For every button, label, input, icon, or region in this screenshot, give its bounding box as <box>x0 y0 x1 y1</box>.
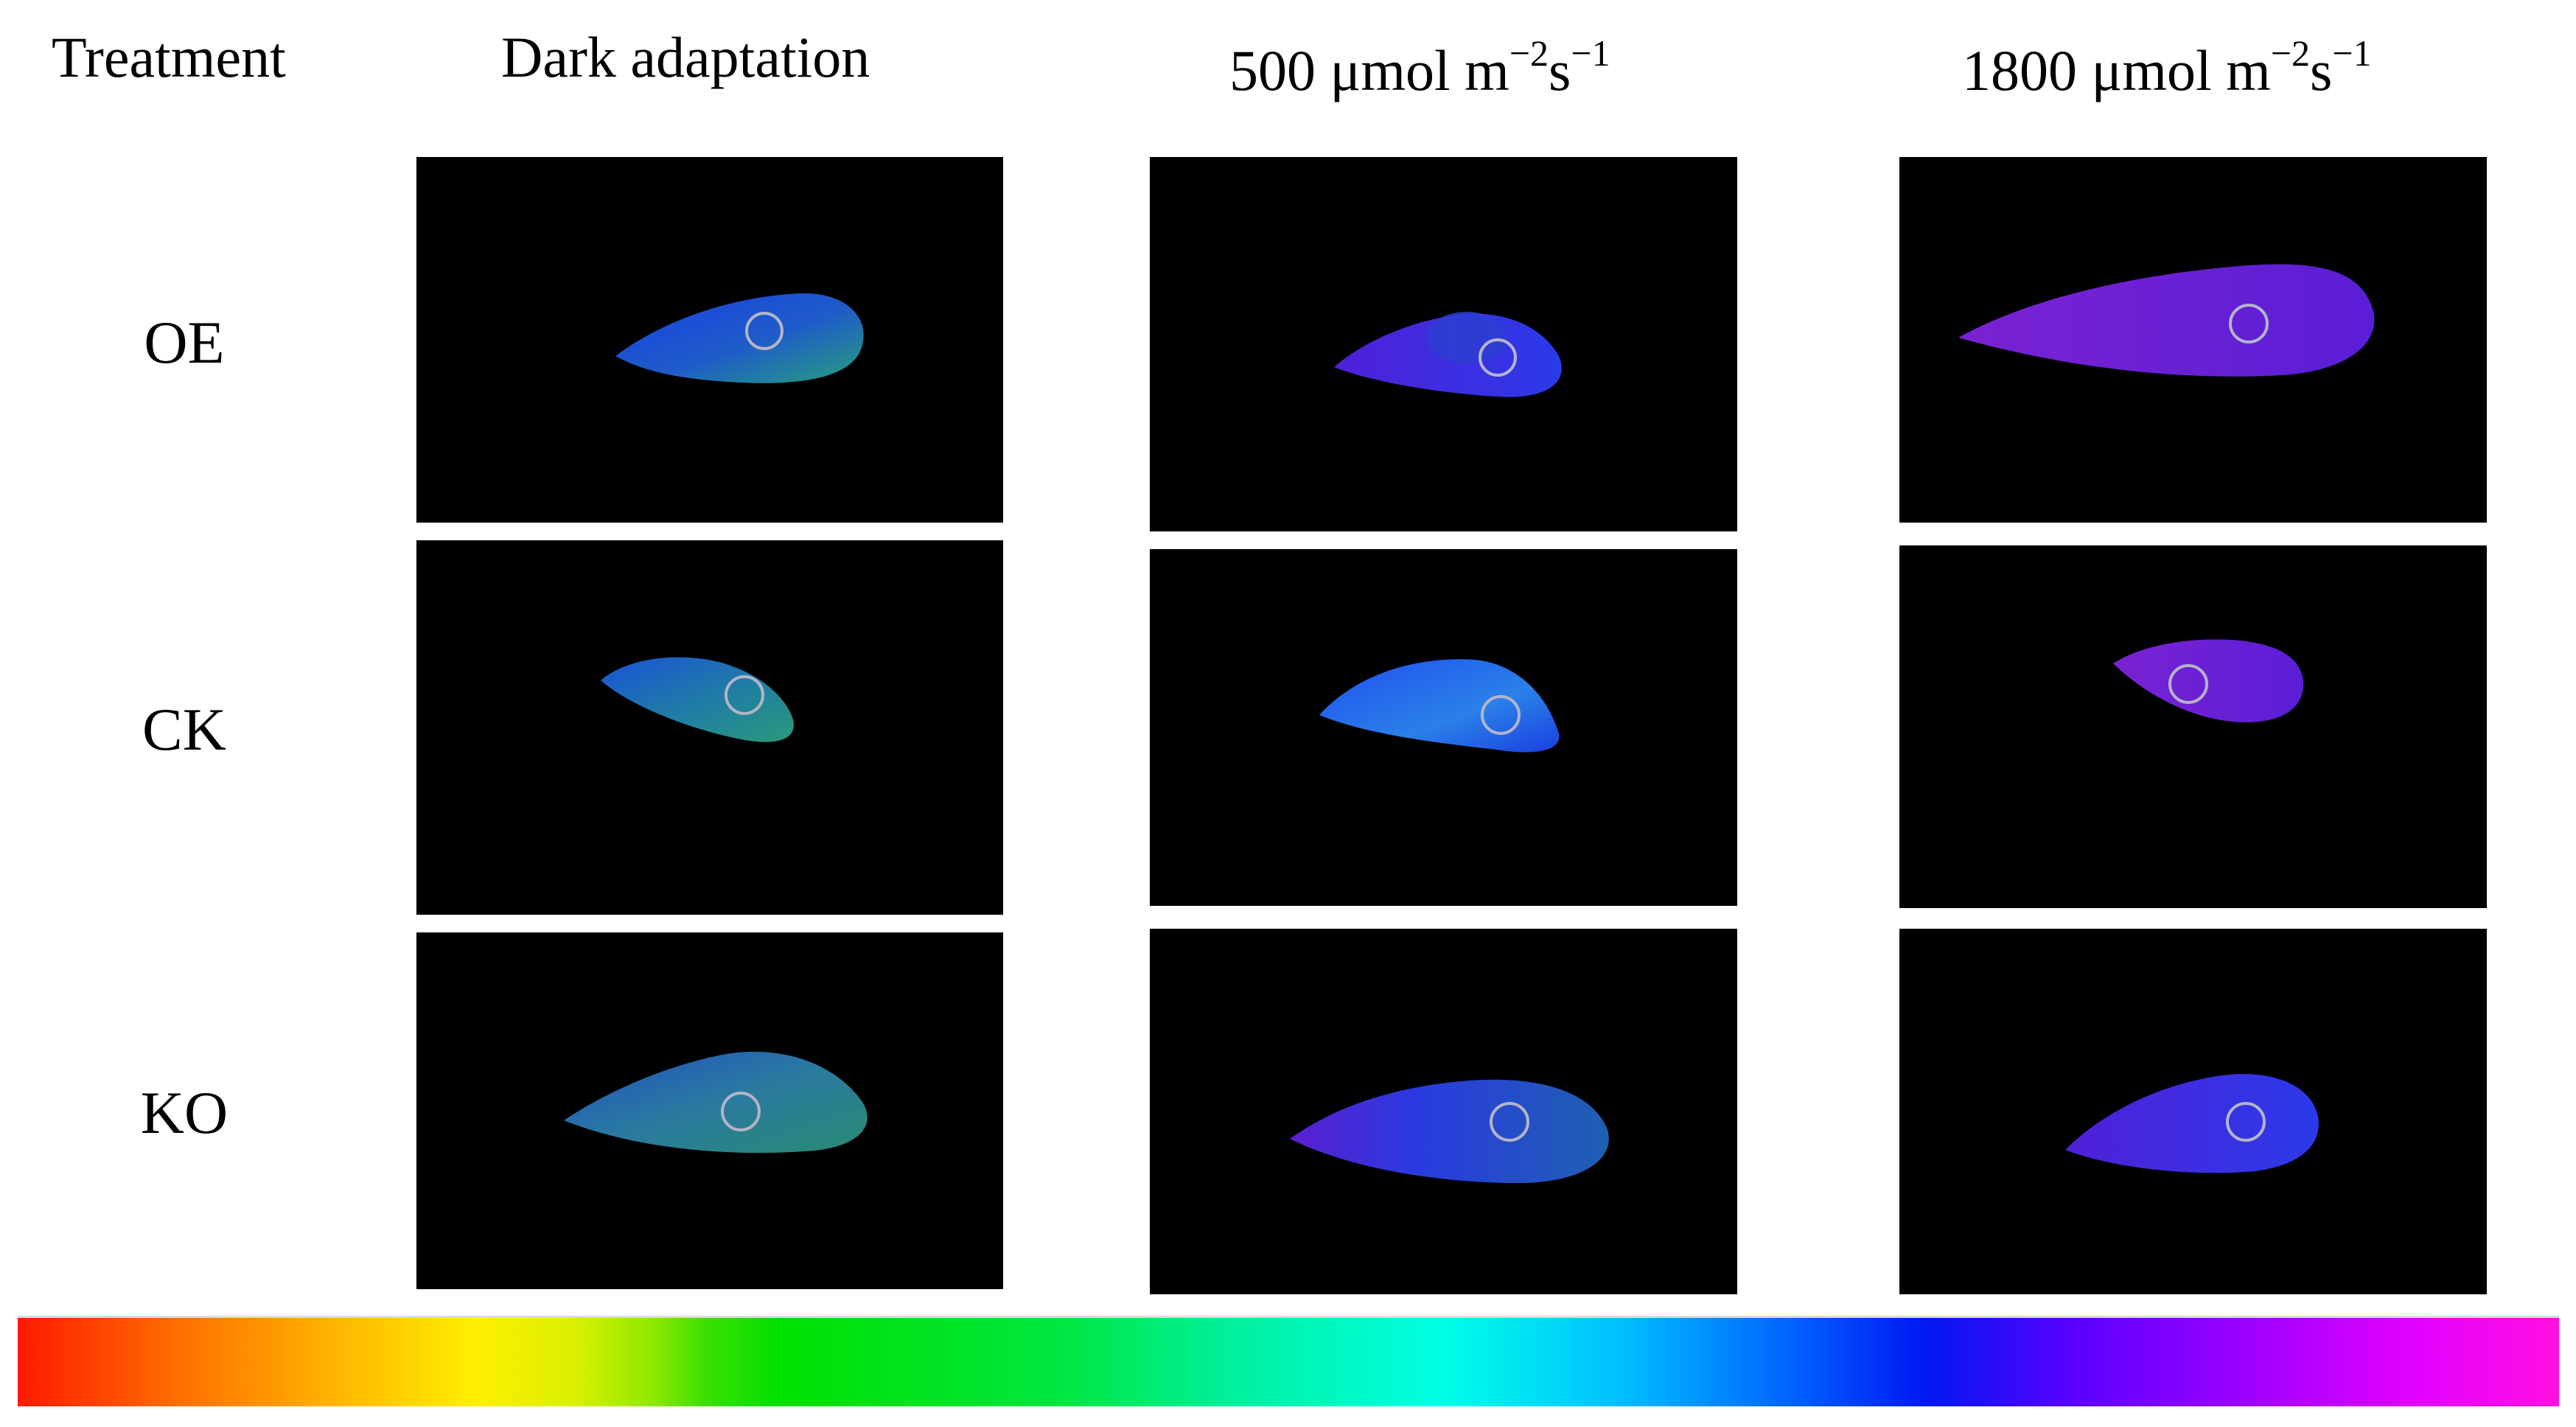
header-500-light: 500 μmol m−2s−1 <box>1229 21 1610 108</box>
leaf-oe-dark <box>615 293 864 383</box>
row-label-ck: CK <box>142 696 226 763</box>
header-500-value: 500 μmol m <box>1229 38 1509 102</box>
header-treatment: Treatment <box>52 25 286 89</box>
image-ck-1800 <box>1899 545 2487 908</box>
color-scale-bar <box>18 1316 2559 1406</box>
leaf-oe-500 <box>1334 312 1562 397</box>
header-1800-unit: s <box>2310 38 2333 102</box>
leaf-ck-500 <box>1319 659 1560 753</box>
image-ck-500 <box>1150 549 1737 906</box>
leaf-ko-dark <box>564 1051 868 1154</box>
header-1800-exp2: −1 <box>2332 32 2372 74</box>
header-500-exp2: −1 <box>1571 32 1610 74</box>
image-oe-dark-adaptation <box>416 157 1003 523</box>
image-ko-dark-adaptation <box>416 932 1003 1289</box>
leaf-oe-1800 <box>1958 264 2375 377</box>
header-500-exp1: −2 <box>1509 32 1549 74</box>
header-1800-light: 1800 μmol m−2s−1 <box>1962 21 2372 108</box>
header-500-unit: s <box>1549 38 1571 102</box>
image-ck-dark-adaptation <box>416 540 1003 915</box>
header-1800-exp1: −2 <box>2270 32 2311 74</box>
leaf-ko-500 <box>1290 1079 1609 1183</box>
image-ko-500 <box>1150 929 1737 1294</box>
leaf-ck-dark <box>601 657 794 742</box>
leaf-ck-1800 <box>2113 639 2304 722</box>
image-ko-1800 <box>1899 929 2487 1294</box>
image-oe-500 <box>1150 157 1737 531</box>
leaf-ko-1800 <box>2065 1074 2319 1173</box>
header-1800-value: 1800 μmol m <box>1962 38 2271 102</box>
row-label-ko: KO <box>140 1079 228 1146</box>
row-label-oe: OE <box>144 309 225 376</box>
header-dark-adaptation: Dark adaptation <box>501 25 870 89</box>
image-oe-1800 <box>1899 157 2487 523</box>
